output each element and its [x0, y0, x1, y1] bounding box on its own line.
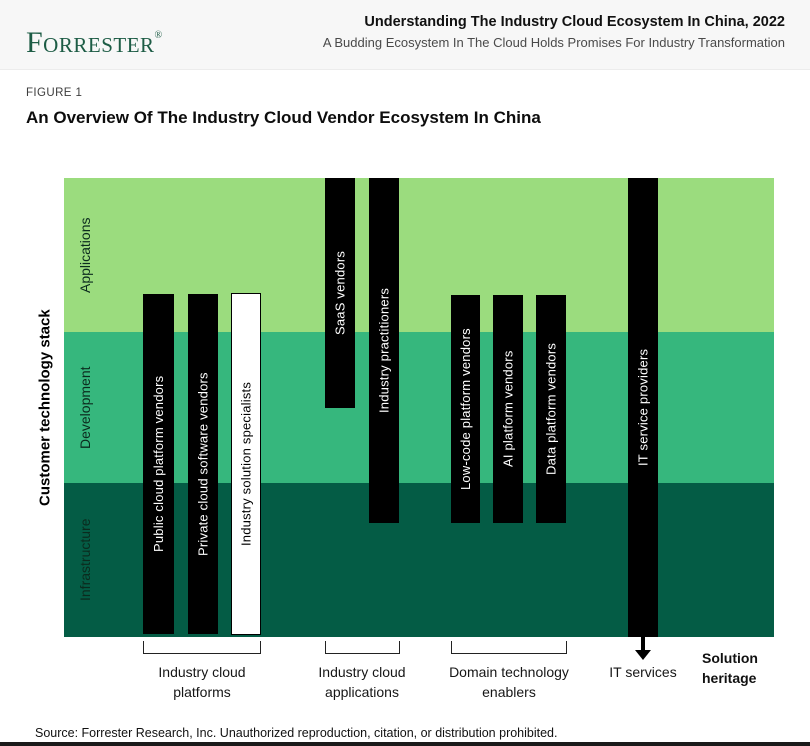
bracket-industry-cloud-platforms: [143, 641, 261, 654]
group-label-it-services: IT services: [609, 664, 677, 680]
bottom-divider: [0, 742, 810, 746]
down-arrow-icon: [641, 637, 645, 650]
group-label-industry-cloud-applications: Industry cloud applications: [318, 664, 406, 700]
registered-trademark: ®: [154, 30, 163, 41]
bracket-industry-cloud-applications: [325, 641, 400, 654]
band-label-applications: Applications: [77, 217, 93, 293]
figure-number-label: FIGURE 1: [26, 87, 83, 99]
band-label-infrastructure: Infrastructure: [77, 518, 93, 602]
bar-public-cloud-platform-vendors: Public cloud platform vendors: [143, 294, 174, 634]
bar-saas-vendors: SaaS vendors: [325, 178, 355, 408]
report-title: Understanding The Industry Cloud Ecosyst…: [364, 14, 785, 30]
solution-heritage-label: Solution heritage: [702, 650, 758, 686]
figure-title: An Overview Of The Industry Cloud Vendor…: [26, 108, 541, 127]
bar-private-cloud-software-vendors: Private cloud software vendors: [188, 294, 218, 634]
bar-data-platform-vendors: Data platform vendors: [536, 295, 566, 523]
report-subtitle: A Budding Ecosystem In The Cloud Holds P…: [322, 35, 785, 50]
bar-ai-platform-vendors: AI platform vendors: [493, 295, 523, 523]
group-label-domain-technology-enablers: Domain technology enablers: [449, 664, 569, 700]
group-label-industry-cloud-platforms: Industry cloud platforms: [158, 664, 246, 700]
forrester-logo: Forrester®: [26, 22, 163, 59]
source-attribution: Source: Forrester Research, Inc. Unautho…: [35, 726, 558, 740]
forrester-logo-text: Forrester: [26, 26, 155, 59]
down-arrow-head-icon: [635, 650, 651, 660]
bar-industry-solution-specialists: Industry solution specialists: [231, 293, 261, 635]
band-label-development: Development: [77, 366, 93, 449]
bar-industry-practitioners: Industry practitioners: [369, 178, 399, 523]
bar-it-service-providers: IT service providers: [628, 178, 658, 637]
bar-low-code-platform-vendors: Low-code platform vendors: [451, 295, 480, 523]
y-axis-title: Customer technology stack: [36, 309, 54, 506]
report-header: Forrester® Understanding The Industry Cl…: [0, 0, 810, 70]
bracket-domain-technology-enablers: [451, 641, 567, 654]
